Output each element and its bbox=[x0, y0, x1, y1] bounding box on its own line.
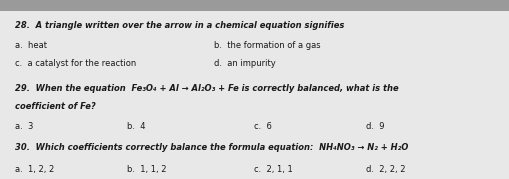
Text: c.  2, 1, 1: c. 2, 1, 1 bbox=[254, 165, 293, 174]
Text: d.  9: d. 9 bbox=[366, 122, 385, 131]
Text: a.  3: a. 3 bbox=[15, 122, 34, 131]
Text: d.  an impurity: d. an impurity bbox=[214, 59, 275, 68]
Text: c.  a catalyst for the reaction: c. a catalyst for the reaction bbox=[15, 59, 136, 68]
Text: b.  1, 1, 2: b. 1, 1, 2 bbox=[127, 165, 167, 174]
Text: d.  2, 2, 2: d. 2, 2, 2 bbox=[366, 165, 406, 174]
Text: 28.  A triangle written over the arrow in a chemical equation signifies: 28. A triangle written over the arrow in… bbox=[15, 21, 345, 30]
Text: a.  heat: a. heat bbox=[15, 41, 47, 50]
Text: b.  the formation of a gas: b. the formation of a gas bbox=[214, 41, 320, 50]
Text: c.  6: c. 6 bbox=[254, 122, 272, 131]
Text: b.  4: b. 4 bbox=[127, 122, 146, 131]
Text: a.  1, 2, 2: a. 1, 2, 2 bbox=[15, 165, 54, 174]
Text: coefficient of Fe?: coefficient of Fe? bbox=[15, 102, 96, 111]
Text: 30.  Which coefficients correctly balance the formula equation:  NH₄NO₃ → N₂ + H: 30. Which coefficients correctly balance… bbox=[15, 143, 409, 152]
FancyBboxPatch shape bbox=[0, 0, 509, 11]
Text: 29.  When the equation  Fe₃O₄ + Al → Al₂O₃ + Fe is correctly balanced, what is t: 29. When the equation Fe₃O₄ + Al → Al₂O₃… bbox=[15, 84, 399, 93]
